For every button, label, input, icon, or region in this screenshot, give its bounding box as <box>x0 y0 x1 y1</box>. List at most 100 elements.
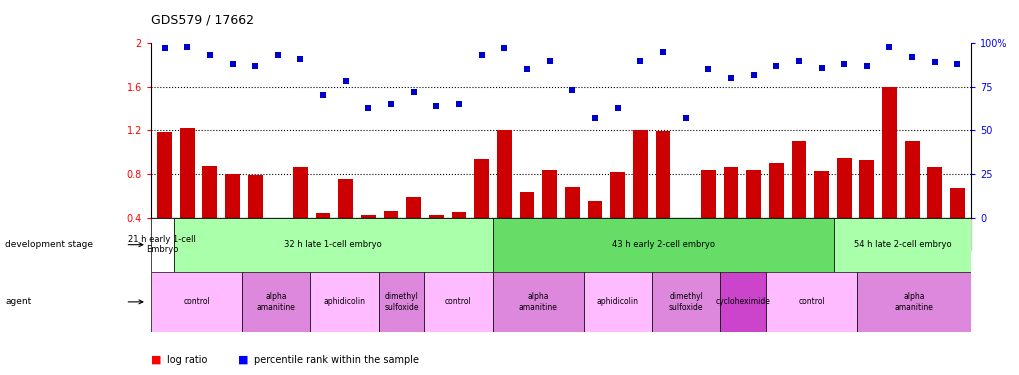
Text: dimethyl
sulfoxide: dimethyl sulfoxide <box>384 292 419 312</box>
Point <box>654 49 671 55</box>
Bar <box>151 272 242 332</box>
Text: control: control <box>798 297 824 306</box>
Bar <box>655 131 669 261</box>
Text: alpha
amanitine: alpha amanitine <box>894 292 932 312</box>
Point <box>428 103 444 109</box>
Bar <box>383 211 398 261</box>
Bar <box>157 132 172 261</box>
Bar <box>881 87 896 261</box>
Point <box>745 72 761 78</box>
Bar <box>151 217 173 272</box>
Point <box>519 66 535 72</box>
Bar <box>270 257 285 261</box>
Point <box>315 93 331 99</box>
Point <box>450 101 467 107</box>
Point <box>360 105 376 111</box>
Point <box>836 61 852 67</box>
Bar <box>151 217 970 250</box>
Text: development stage: development stage <box>5 240 93 249</box>
Bar <box>292 167 308 261</box>
Point <box>903 54 919 60</box>
Bar <box>768 163 783 261</box>
Text: dimethyl
sulfoxide: dimethyl sulfoxide <box>668 292 703 312</box>
Text: cycloheximide: cycloheximide <box>715 297 770 306</box>
Point <box>925 59 942 65</box>
Bar <box>248 175 262 261</box>
Point <box>609 105 626 111</box>
Bar <box>633 130 647 261</box>
Point <box>292 56 309 62</box>
Point <box>269 53 285 58</box>
Bar <box>949 188 964 261</box>
Point <box>406 89 422 95</box>
Bar <box>651 272 719 332</box>
Point <box>722 75 739 81</box>
Bar <box>173 217 492 272</box>
Text: log ratio: log ratio <box>167 355 208 365</box>
Point <box>564 87 580 93</box>
Bar <box>722 167 738 261</box>
Point <box>337 78 354 84</box>
Bar <box>424 272 492 332</box>
Bar <box>542 170 556 261</box>
Bar <box>904 141 918 261</box>
Text: 43 h early 2-cell embryo: 43 h early 2-cell embryo <box>611 240 714 249</box>
Bar <box>203 166 217 261</box>
Bar <box>834 217 970 272</box>
Text: percentile rank within the sample: percentile rank within the sample <box>254 355 419 365</box>
Text: control: control <box>183 297 210 306</box>
Text: ■: ■ <box>151 355 161 365</box>
Point <box>224 61 240 67</box>
Bar <box>719 272 765 332</box>
Text: alpha
amanitine: alpha amanitine <box>519 292 557 312</box>
Point <box>202 53 218 58</box>
Point <box>632 57 648 63</box>
Text: 54 h late 2-cell embryo: 54 h late 2-cell embryo <box>853 240 951 249</box>
Bar <box>310 272 378 332</box>
Bar <box>519 192 534 261</box>
Bar <box>316 213 330 261</box>
Point <box>949 61 965 67</box>
Bar <box>225 174 239 261</box>
Text: aphidicolin: aphidicolin <box>323 297 365 306</box>
Point <box>880 44 897 50</box>
Text: agent: agent <box>5 297 32 306</box>
Point <box>156 45 172 51</box>
Bar <box>678 232 692 261</box>
Bar <box>451 212 466 261</box>
Bar <box>474 159 488 261</box>
Point <box>812 64 828 70</box>
Bar <box>179 128 195 261</box>
Bar <box>791 141 805 261</box>
Bar <box>746 170 760 261</box>
Bar <box>859 160 873 261</box>
Point <box>677 115 693 121</box>
Text: aphidicolin: aphidicolin <box>596 297 638 306</box>
Text: control: control <box>444 297 472 306</box>
Point <box>247 63 263 69</box>
Point <box>767 63 784 69</box>
Point <box>699 66 715 72</box>
Point <box>858 63 874 69</box>
Text: GDS579 / 17662: GDS579 / 17662 <box>151 13 254 26</box>
Bar <box>378 272 424 332</box>
Bar <box>587 201 602 261</box>
Bar <box>492 217 834 272</box>
Bar <box>496 130 512 261</box>
Point <box>541 57 557 63</box>
Bar <box>361 215 375 261</box>
Bar <box>926 167 942 261</box>
Point <box>586 115 602 121</box>
Bar <box>242 272 310 332</box>
Bar <box>836 158 851 261</box>
Text: 21 h early 1-cell
Embryo: 21 h early 1-cell Embryo <box>128 235 196 254</box>
Point <box>473 53 489 58</box>
Bar <box>492 272 583 332</box>
Bar <box>609 172 625 261</box>
Point <box>790 57 806 63</box>
Bar <box>583 272 651 332</box>
Text: ■: ■ <box>237 355 248 365</box>
Bar <box>338 179 353 261</box>
Bar <box>700 170 715 261</box>
Point <box>179 44 196 50</box>
